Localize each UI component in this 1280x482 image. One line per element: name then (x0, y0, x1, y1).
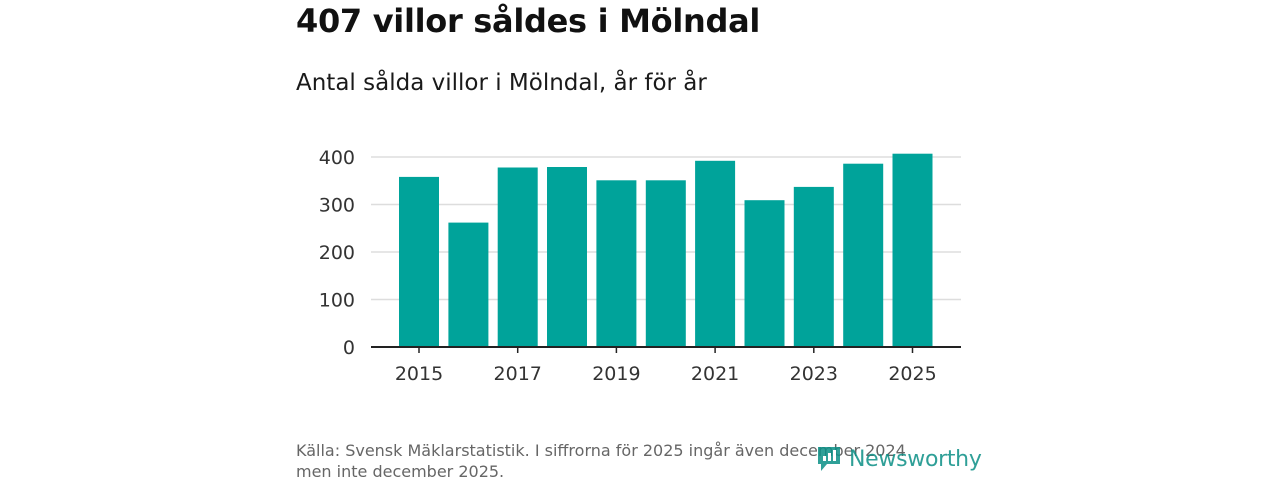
x-tick-label-2015: 2015 (395, 363, 443, 385)
bar-2023 (793, 186, 834, 347)
chart-title: 407 villor såldes i Mölndal (296, 2, 761, 40)
x-tick-label-2025: 2025 (888, 363, 936, 385)
bar-2016 (448, 222, 489, 347)
source-note-line-1: Källa: Svensk Mäklarstatistik. I siffror… (296, 441, 906, 460)
bar-2015 (399, 176, 439, 347)
bar-2024 (843, 163, 884, 347)
y-tick-label-400: 400 (319, 147, 355, 169)
chart-subtitle: Antal sålda villor i Mölndal, år för år (296, 70, 707, 96)
y-tick-label-200: 200 (319, 242, 355, 264)
newsworthy-logo-icon (818, 447, 840, 471)
bar-2025 (892, 153, 933, 347)
x-tick-label-2017: 2017 (494, 363, 542, 385)
bar-2019 (596, 180, 637, 347)
y-tick-label-300: 300 (319, 195, 355, 217)
newsworthy-brand: Newsworthy (815, 444, 982, 474)
source-note-line-2: men inte december 2025. (296, 462, 505, 481)
bar-2017 (497, 167, 538, 347)
newsworthy-brand-name: Newsworthy (849, 446, 982, 472)
bar-2022 (744, 200, 785, 347)
y-tick-label-100: 100 (319, 290, 355, 312)
x-tick-label-2023: 2023 (790, 363, 838, 385)
bar-2020 (645, 180, 686, 347)
source-note: Källa: Svensk Mäklarstatistik. I siffror… (296, 440, 956, 482)
bar-2021 (695, 160, 736, 347)
bar-2018 (547, 167, 587, 347)
x-tick-label-2019: 2019 (592, 363, 640, 385)
y-tick-label-0: 0 (343, 337, 355, 359)
x-tick-label-2021: 2021 (691, 363, 739, 385)
